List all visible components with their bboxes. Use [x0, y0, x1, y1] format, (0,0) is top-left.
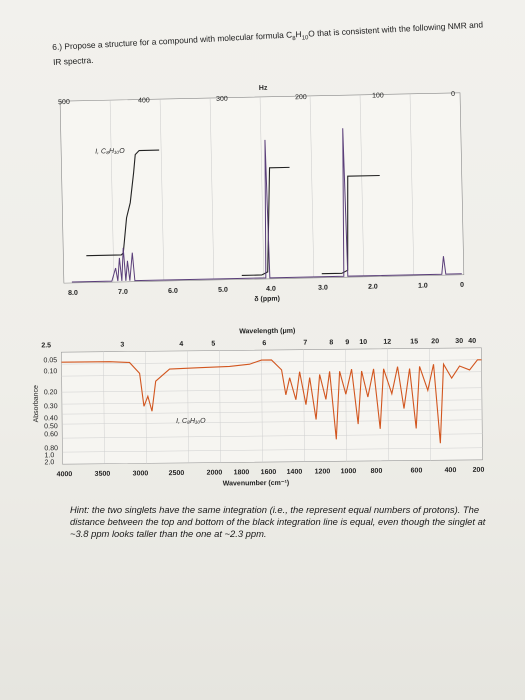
- ir-absorbance-tick: 0.30: [44, 403, 58, 410]
- nmr-axis-label: δ (ppm): [254, 296, 280, 304]
- nmr-spectrum: Hz 500 400 300 200 100 0 I, C₈H₁₀O 8.0 7…: [58, 85, 465, 304]
- nmr-ppm-tick: 2.0: [368, 284, 378, 291]
- nmr-compound-label: I, C₈H₁₀O: [95, 148, 125, 156]
- ir-wavenumber-tick: 3000: [133, 470, 149, 477]
- ir-wavelength-tick: 40: [468, 338, 476, 345]
- nmr-hz-tick: 100: [372, 92, 384, 99]
- ir-wavelength-label: Wavelength (μm): [239, 328, 295, 336]
- ir-wavenumber-tick: 1600: [261, 469, 277, 476]
- ir-wavenumber-tick: 1200: [315, 468, 331, 475]
- ir-wavenumber-tick: 2000: [207, 470, 223, 477]
- nmr-ppm-tick: 3.0: [318, 285, 328, 292]
- ir-wavelength-tick: 5: [211, 341, 215, 348]
- ir-wavenumber-tick: 600: [411, 467, 423, 474]
- ir-wavenumber-tick: 1400: [287, 469, 303, 476]
- ir-absorbance-tick: 0.80: [44, 445, 58, 452]
- nmr-ppm-tick: 0: [460, 282, 464, 289]
- ir-wavenumber-tick: 400: [445, 467, 457, 474]
- ir-wavelength-tick: 30: [455, 338, 463, 345]
- nmr-hz-tick: 200: [295, 94, 307, 101]
- ir-wavenumber-tick: 1000: [341, 468, 357, 475]
- ir-wavelength-tick: 15: [410, 338, 418, 345]
- nmr-ppm-tick: 6.0: [168, 288, 178, 295]
- hint-text: Hint: the two singlets have the same int…: [70, 504, 486, 539]
- ir-wavenumber-label: Wavenumber (cm⁻¹): [223, 480, 290, 488]
- nmr-ppm-tick: 1.0: [418, 283, 428, 290]
- nmr-hz-tick: 300: [216, 96, 228, 103]
- ir-wavelength-tick: 20: [431, 338, 439, 345]
- ir-absorbance-tick: 0.10: [44, 368, 58, 375]
- nmr-ppm-tick: 5.0: [218, 287, 228, 294]
- nmr-ppm-tick: 4.0: [266, 286, 276, 293]
- ir-wavelength-tick: 6: [262, 340, 266, 347]
- ir-wavelength-tick: 7: [303, 340, 307, 347]
- nmr-spectrum-trace: [71, 128, 462, 283]
- nmr-hz-tick: 400: [138, 97, 150, 104]
- ir-wavenumber-tick: 4000: [57, 471, 73, 478]
- ir-grid: [61, 348, 483, 464]
- ir-wavenumber-tick: 200: [473, 467, 485, 474]
- ir-wavelength-tick: 9: [345, 339, 349, 346]
- nmr-hz-tick: 500: [58, 99, 70, 106]
- ir-absorbance-tick: 0.50: [44, 423, 58, 430]
- ir-absorbance-tick: 0.60: [44, 431, 58, 438]
- ir-wavelength-ticks: 2.5 3 4 5 6 7 8 9 10 12 15 20 30 40: [41, 338, 476, 350]
- ir-wavenumber-tick: 800: [371, 468, 383, 475]
- ir-wavenumber-tick: 2500: [169, 470, 185, 477]
- ir-wavenumber-tick: 3500: [95, 471, 111, 478]
- ir-wavelength-tick: 10: [359, 339, 367, 346]
- ir-compound-label: I, C₈H₁₀O: [176, 418, 206, 425]
- nmr-ppm-tick: 7.0: [118, 289, 128, 296]
- ir-wavelength-tick: 3: [120, 342, 124, 349]
- nmr-grid: [109, 93, 415, 283]
- ir-wavenumber-ticks: 4000 3500 3000 2500 2000 1800 1600 1400 …: [57, 467, 485, 478]
- ir-wavelength-tick: 2.5: [41, 342, 51, 349]
- ir-absorbance-tick: 0.05: [43, 357, 57, 364]
- ir-absorbance-ticks: 0.05 0.10 0.20 0.30 0.40 0.50 0.60 0.80 …: [43, 357, 58, 466]
- ir-absorbance-label: Absorbance: [33, 385, 40, 423]
- nmr-ppm-tick: 8.0: [68, 290, 78, 297]
- ir-absorbance-tick: 2.0: [45, 459, 55, 466]
- nmr-hz-tick: 0: [451, 91, 455, 98]
- ir-wavelength-tick: 8: [329, 339, 333, 346]
- ir-absorbance-tick: 0.20: [44, 389, 58, 396]
- nmr-integration-singlet-a: [241, 166, 290, 276]
- ir-spectrum-trace: [61, 359, 482, 444]
- ir-absorbance-tick: 1.0: [44, 452, 54, 459]
- ir-wavelength-tick: 4: [179, 341, 183, 348]
- ir-plot-area: [61, 347, 483, 465]
- nmr-integration-aromatic: [86, 149, 160, 257]
- ir-spectrum: Wavelength (μm) 2.5 3 4 5 6 7 8 9 10 12 …: [33, 328, 485, 488]
- ir-wavenumber-tick: 1800: [234, 469, 250, 476]
- ir-absorbance-tick: 0.40: [44, 415, 58, 422]
- nmr-hz-label: Hz: [259, 85, 268, 92]
- ir-wavelength-tick: 12: [383, 339, 391, 346]
